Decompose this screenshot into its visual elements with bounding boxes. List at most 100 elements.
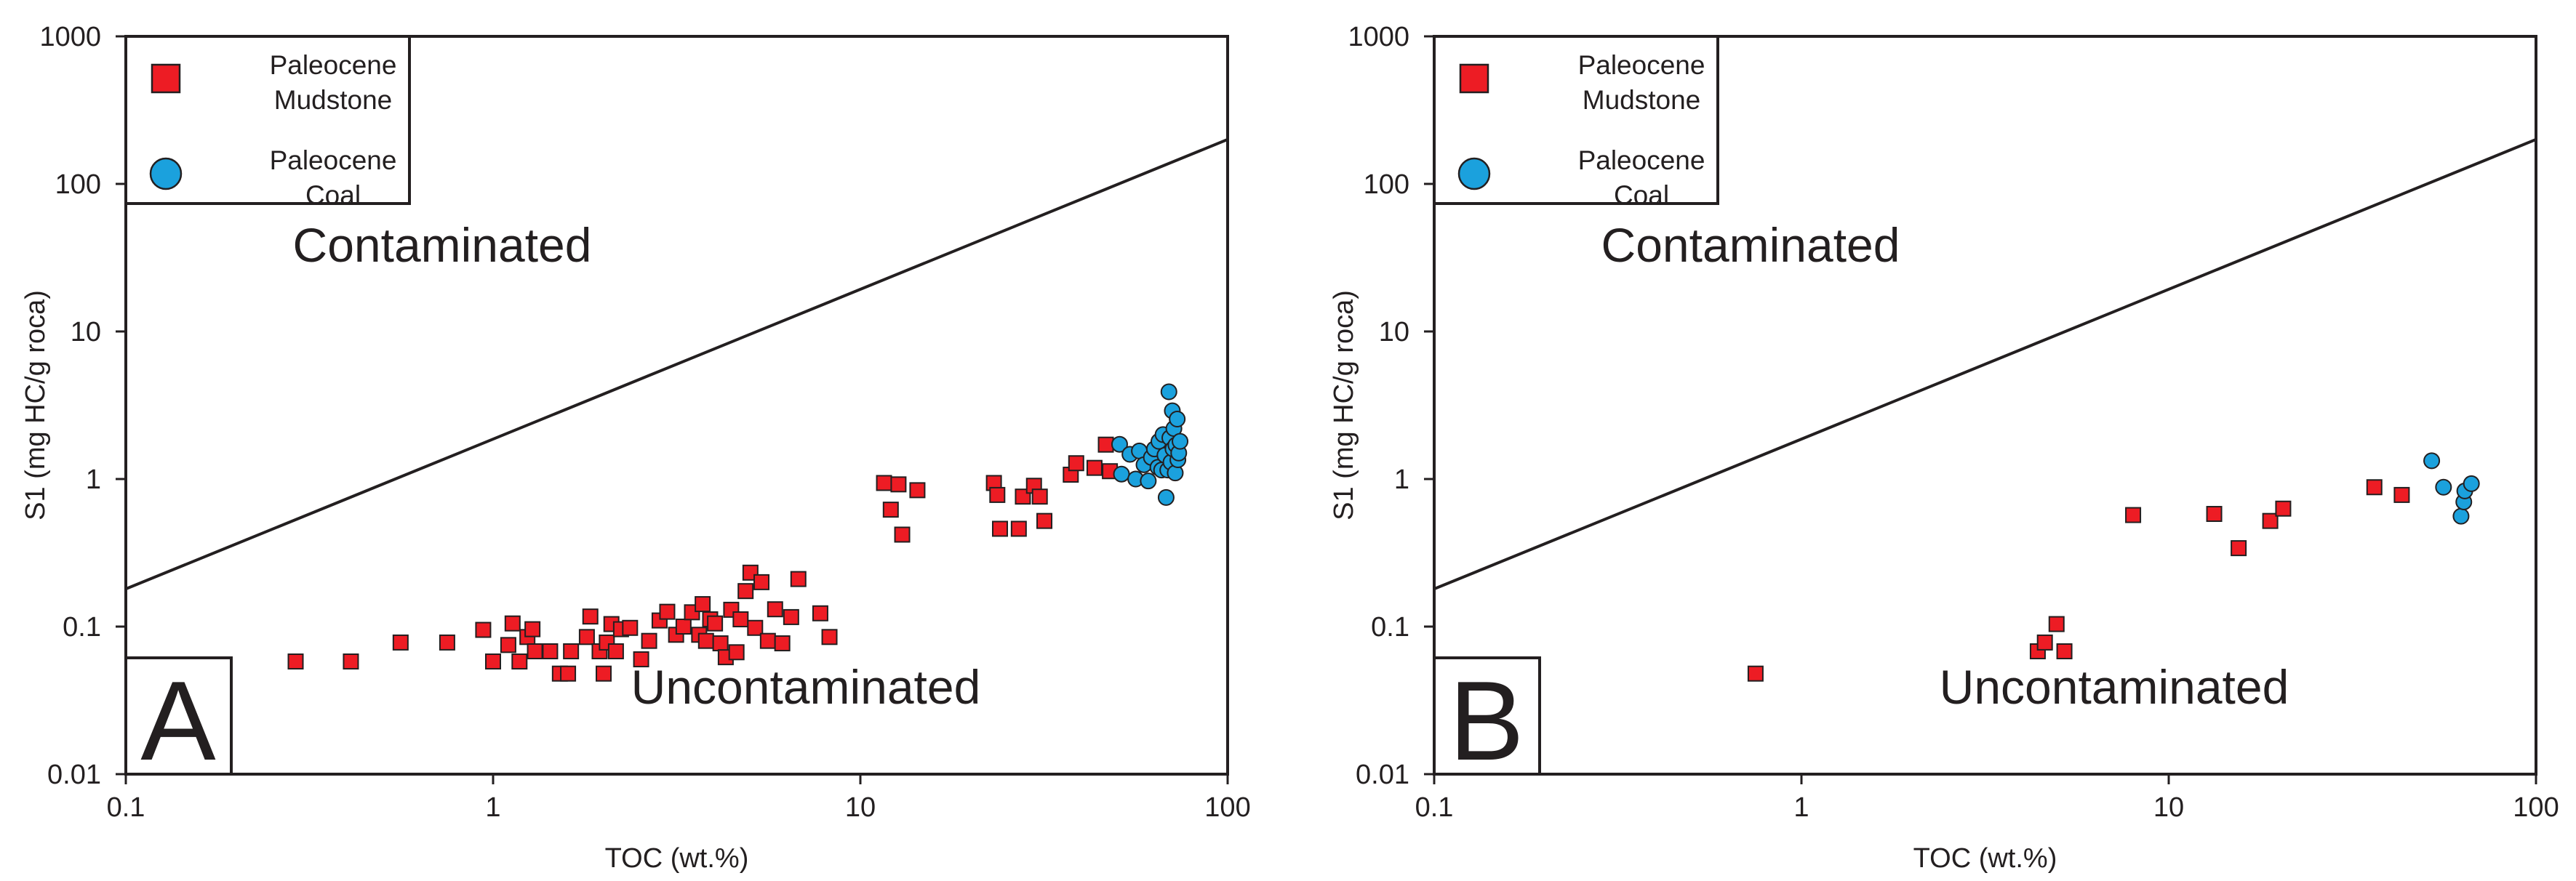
- x-axis-title: TOC (wt.%): [605, 843, 749, 874]
- data-point-coal: [1160, 383, 1177, 401]
- data-point-coal: [1113, 465, 1130, 483]
- uncontaminated-label: Uncontaminated: [1940, 660, 2289, 714]
- series-mudstone: [287, 436, 1119, 682]
- data-point-mudstone: [753, 574, 770, 590]
- legend-label-line1: Paleocene: [1578, 145, 1705, 175]
- y-tick-label: 10: [1379, 317, 1409, 347]
- data-point-coal: [2452, 507, 2470, 525]
- x-axis-title: TOC (wt.%): [1913, 843, 2057, 874]
- x-tick-label: 0.1: [1415, 792, 1454, 823]
- y-tick-label: 0.1: [63, 612, 101, 643]
- data-point-mudstone: [992, 520, 1009, 537]
- y-tick-label: 100: [1364, 169, 1409, 200]
- legend-label-line2: Coal: [305, 180, 361, 210]
- y-axis-title: S1 (mg HC/g roca): [1329, 290, 1359, 520]
- panel-letter-box: [1433, 656, 1541, 776]
- y-tick-label: 100: [55, 169, 101, 200]
- data-point-coal: [1111, 435, 1128, 453]
- data-point-mudstone: [524, 621, 541, 637]
- data-point-mudstone: [560, 665, 577, 682]
- data-point-mudstone: [578, 629, 595, 645]
- data-point-mudstone: [732, 611, 749, 628]
- data-point-mudstone: [2231, 540, 2247, 557]
- legend-label-line2: Mudstone: [274, 85, 393, 115]
- data-point-mudstone: [774, 635, 791, 652]
- y-tick-label: 10: [71, 317, 101, 347]
- data-point-mudstone: [728, 644, 745, 661]
- data-point-coal: [1140, 472, 1157, 490]
- series-coal: [2423, 452, 2480, 525]
- data-point-mudstone: [527, 643, 543, 660]
- data-point-mudstone: [641, 632, 657, 649]
- data-point-mudstone: [582, 608, 599, 625]
- boundary-line: [126, 138, 1228, 591]
- legend-marker-square: [151, 63, 181, 94]
- panel-letter: A: [140, 658, 216, 784]
- legend: Paleocene Mudstone Paleocene Coal: [124, 35, 411, 210]
- data-point-mudstone: [2056, 643, 2073, 660]
- data-point-mudstone: [2048, 616, 2065, 632]
- contaminated-label: Contaminated: [1601, 218, 1900, 272]
- data-point-mudstone: [1031, 488, 1048, 505]
- series-mudstone: [1747, 479, 2410, 682]
- data-point-mudstone: [767, 601, 783, 618]
- data-point-mudstone: [1086, 459, 1103, 476]
- y-tick-label: 0.01: [47, 760, 101, 790]
- x-tick-label: 100: [1204, 792, 1250, 823]
- data-point-mudstone: [747, 619, 764, 636]
- x-tick-label: 0.1: [107, 792, 145, 823]
- data-point-coal: [2423, 452, 2441, 470]
- legend-marker-square: [1459, 63, 1489, 94]
- data-point-mudstone: [2366, 479, 2383, 496]
- boundary-line: [1434, 138, 2536, 591]
- legend-label-line2: Coal: [1614, 180, 1669, 210]
- data-point-mudstone: [2036, 634, 2053, 651]
- legend-label-line2: Mudstone: [1583, 85, 1701, 115]
- data-point-mudstone: [633, 651, 649, 668]
- data-point-coal: [1172, 433, 1189, 450]
- data-point-mudstone: [2393, 486, 2410, 503]
- data-point-mudstone: [1747, 665, 1764, 682]
- data-point-mudstone: [511, 653, 528, 670]
- data-point-mudstone: [563, 643, 580, 660]
- panel-letter: B: [1449, 658, 1524, 784]
- data-point-mudstone: [707, 615, 724, 632]
- data-point-mudstone: [1068, 455, 1084, 472]
- data-point-mudstone: [712, 635, 729, 652]
- data-point-coal: [1169, 410, 1186, 427]
- legend-marker-circle: [149, 157, 183, 190]
- uncontaminated-label: Uncontaminated: [631, 660, 981, 714]
- data-point-mudstone: [1097, 436, 1114, 453]
- y-tick-label: 1: [86, 464, 101, 495]
- data-point-mudstone: [500, 637, 516, 653]
- y-tick-label: 0.1: [1371, 612, 1409, 643]
- y-tick-label: 1000: [1348, 22, 1409, 52]
- data-point-mudstone: [504, 615, 521, 632]
- data-point-mudstone: [737, 583, 754, 600]
- data-point-mudstone: [1010, 520, 1027, 537]
- panel-letter-box: [124, 656, 233, 776]
- legend-label-line1: Paleocene: [270, 50, 397, 80]
- x-tick-label: 100: [2513, 792, 2559, 823]
- x-tick-label: 10: [845, 792, 876, 823]
- data-point-mudstone: [1036, 512, 1053, 529]
- series-coal: [1111, 383, 1189, 506]
- data-point-mudstone: [894, 526, 911, 543]
- legend-marker-circle: [1457, 157, 1491, 190]
- data-point-mudstone: [475, 621, 492, 638]
- data-point-mudstone: [287, 653, 304, 670]
- x-tick-label: 1: [485, 792, 500, 823]
- data-point-mudstone: [697, 632, 714, 649]
- legend: Paleocene Mudstone Paleocene Coal: [1433, 35, 1719, 210]
- y-tick-label: 0.01: [1356, 760, 1409, 790]
- data-point-coal: [1157, 488, 1175, 506]
- x-tick-label: 10: [2153, 792, 2184, 823]
- contaminated-label: Contaminated: [293, 218, 592, 272]
- data-point-mudstone: [542, 643, 559, 660]
- data-point-mudstone: [876, 475, 892, 491]
- data-point-mudstone: [2275, 500, 2292, 517]
- data-point-mudstone: [2206, 506, 2223, 523]
- data-point-mudstone: [909, 482, 926, 499]
